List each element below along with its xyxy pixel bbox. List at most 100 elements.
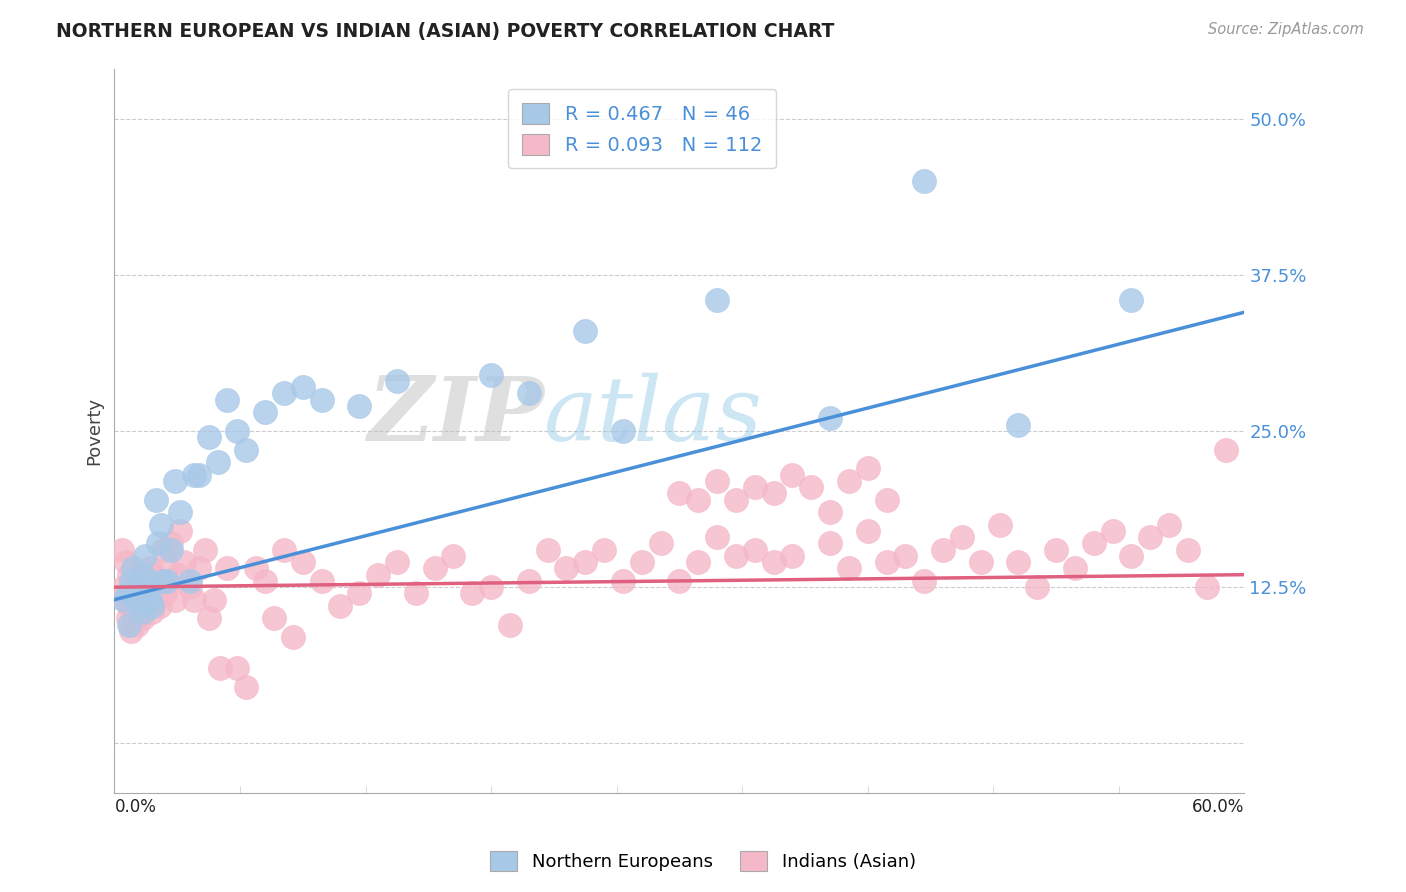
Point <box>254 405 277 419</box>
Point <box>263 611 285 625</box>
Point <box>461 586 484 600</box>
Point <box>152 574 174 588</box>
Point <box>706 530 728 544</box>
Point <box>118 599 141 613</box>
Point <box>291 380 314 394</box>
Point <box>1157 517 1180 532</box>
Point <box>134 549 156 563</box>
Point <box>163 474 186 488</box>
Point <box>517 574 540 588</box>
Point <box>1007 555 1029 569</box>
Point <box>517 386 540 401</box>
Point <box>932 542 955 557</box>
Point <box>970 555 993 569</box>
Point <box>612 424 634 438</box>
Point <box>149 599 172 613</box>
Point <box>1064 561 1087 575</box>
Text: NORTHERN EUROPEAN VS INDIAN (ASIAN) POVERTY CORRELATION CHART: NORTHERN EUROPEAN VS INDIAN (ASIAN) POVE… <box>56 22 835 41</box>
Point <box>818 411 841 425</box>
Point <box>122 561 145 575</box>
Point <box>1007 417 1029 432</box>
Point <box>141 605 163 619</box>
Point <box>744 542 766 557</box>
Point <box>988 517 1011 532</box>
Point <box>122 599 145 613</box>
Point <box>762 555 785 569</box>
Point <box>688 492 710 507</box>
Point <box>668 486 690 500</box>
Point <box>1215 442 1237 457</box>
Point <box>782 467 804 482</box>
Point <box>479 580 502 594</box>
Point <box>124 592 146 607</box>
Point <box>179 580 201 594</box>
Point <box>349 586 371 600</box>
Point <box>291 555 314 569</box>
Point <box>536 542 558 557</box>
Text: 60.0%: 60.0% <box>1192 797 1244 815</box>
Point <box>128 574 150 588</box>
Point <box>163 592 186 607</box>
Point <box>630 555 652 569</box>
Point <box>197 611 219 625</box>
Point <box>1026 580 1049 594</box>
Point <box>385 555 408 569</box>
Point <box>479 368 502 382</box>
Point <box>245 561 267 575</box>
Point <box>160 536 183 550</box>
Point <box>152 542 174 557</box>
Point <box>273 542 295 557</box>
Point <box>818 536 841 550</box>
Legend: Northern Europeans, Indians (Asian): Northern Europeans, Indians (Asian) <box>484 844 922 879</box>
Point <box>169 505 191 519</box>
Point <box>125 580 148 594</box>
Point <box>173 555 195 569</box>
Point <box>349 399 371 413</box>
Point <box>744 480 766 494</box>
Point <box>856 524 879 538</box>
Point <box>1121 549 1143 563</box>
Y-axis label: Poverty: Poverty <box>86 397 103 465</box>
Point <box>499 617 522 632</box>
Point <box>131 611 153 625</box>
Point <box>593 542 616 557</box>
Point <box>217 561 239 575</box>
Point <box>856 461 879 475</box>
Point <box>838 561 860 575</box>
Point <box>912 174 935 188</box>
Point <box>135 586 157 600</box>
Point <box>117 611 139 625</box>
Point <box>122 580 145 594</box>
Point <box>1045 542 1067 557</box>
Text: 0.0%: 0.0% <box>114 797 156 815</box>
Point <box>894 549 917 563</box>
Text: Source: ZipAtlas.com: Source: ZipAtlas.com <box>1208 22 1364 37</box>
Point <box>311 574 333 588</box>
Point <box>155 586 177 600</box>
Point <box>283 630 305 644</box>
Point <box>118 617 141 632</box>
Point <box>146 580 169 594</box>
Point <box>183 592 205 607</box>
Point <box>169 524 191 538</box>
Point <box>146 536 169 550</box>
Point <box>150 517 173 532</box>
Point <box>912 574 935 588</box>
Point <box>120 586 142 600</box>
Point <box>555 561 578 575</box>
Point <box>197 430 219 444</box>
Text: atlas: atlas <box>544 373 763 460</box>
Point <box>876 555 898 569</box>
Point <box>202 592 225 607</box>
Point <box>160 542 183 557</box>
Point <box>112 580 135 594</box>
Point <box>136 574 159 588</box>
Point <box>135 574 157 588</box>
Point <box>273 386 295 401</box>
Point <box>183 467 205 482</box>
Point <box>118 567 141 582</box>
Point <box>724 492 747 507</box>
Point <box>112 592 135 607</box>
Point <box>876 492 898 507</box>
Point <box>124 611 146 625</box>
